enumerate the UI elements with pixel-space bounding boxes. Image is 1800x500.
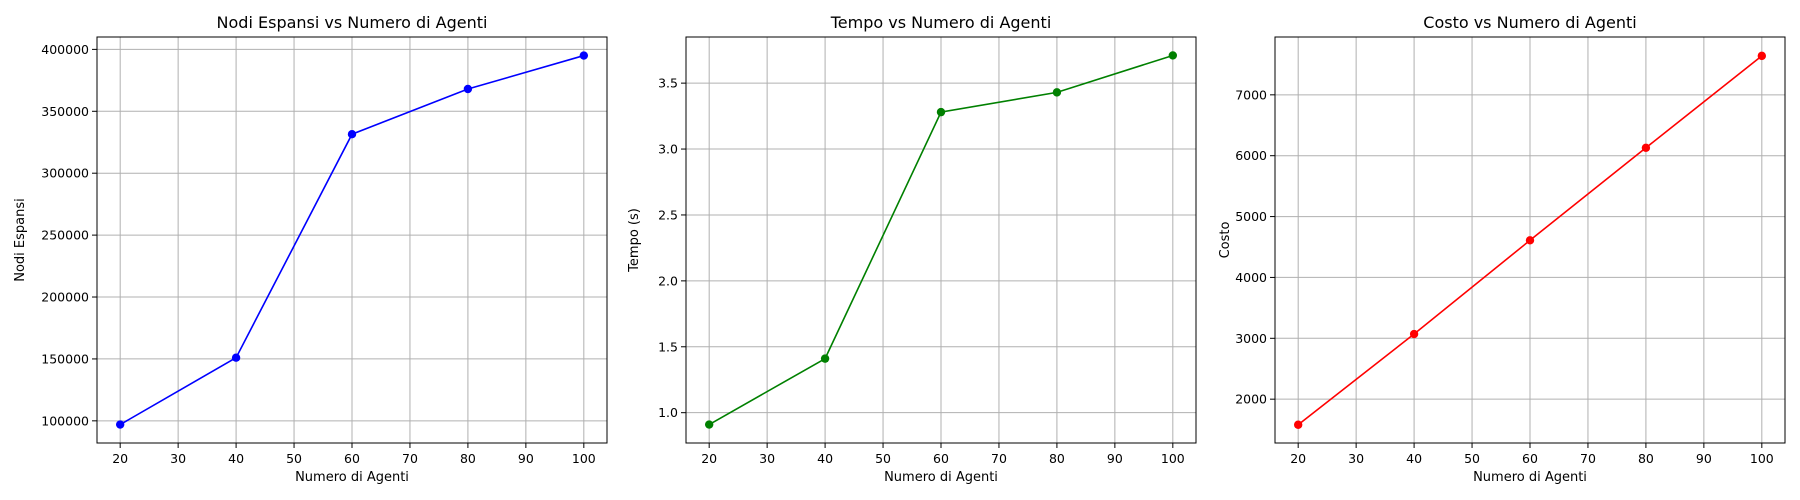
- y-tick-label: 100000: [41, 413, 89, 428]
- data-point: [1168, 51, 1178, 60]
- y-tick-label: 1.0: [658, 405, 678, 420]
- data-point: [936, 107, 946, 117]
- y-tick-label: 350000: [41, 104, 89, 119]
- y-tick-label: 400000: [41, 42, 89, 57]
- chart-title: Costo vs Numero di Agenti: [1423, 13, 1636, 32]
- y-tick-label: 250000: [41, 228, 89, 243]
- subplot-nodi-espansi: 20 30 40 50 60 70 80 90 100 100000 150000 200000 250…: [13, 13, 608, 485]
- y-tick-label: 2000: [1235, 392, 1267, 407]
- y-axis-label: Costo: [1218, 222, 1233, 259]
- chart-title: Nodi Espansi vs Numero di Agenti: [217, 13, 488, 32]
- y-tick-label: 7000: [1235, 87, 1267, 102]
- x-tick-label: 50: [286, 451, 302, 466]
- data-point: [1757, 51, 1767, 61]
- data-point: [1052, 88, 1062, 97]
- data-point: [1641, 143, 1651, 152]
- data-point: [231, 353, 241, 362]
- x-tick-label: 20: [1290, 451, 1306, 466]
- data-point: [1293, 420, 1303, 429]
- subplot-tempo: 20 30 40 50 60 70 80 90 100 1.0 1.5 2.0 2.5 3.0 3.5 Tem…: [627, 13, 1197, 485]
- x-tick-label: 30: [1348, 451, 1364, 466]
- y-axis-label: Tempo (s): [627, 208, 642, 273]
- x-tick-label: 40: [817, 451, 833, 466]
- y-tick-label: 3000: [1235, 331, 1267, 346]
- x-tick-label: 100: [1750, 451, 1774, 466]
- data-point: [463, 84, 473, 94]
- y-tick-label: 150000: [41, 351, 89, 366]
- x-tick-label: 80: [460, 451, 476, 466]
- y-tick-label: 4000: [1235, 270, 1267, 285]
- x-tick-label: 100: [1161, 451, 1185, 466]
- x-tick-label: 50: [1464, 451, 1480, 466]
- x-tick-label: 70: [402, 451, 418, 466]
- subplot-costo: 20 30 40 50 60 70 80 90 100 2000 3000 4000 5000 6000 7…: [1218, 13, 1786, 485]
- y-tick-label: 2.5: [658, 207, 678, 222]
- data-point: [820, 354, 830, 363]
- x-tick-label: 40: [1406, 451, 1422, 466]
- y-tick-label: 6000: [1235, 148, 1267, 163]
- data-point: [579, 51, 589, 60]
- data-point: [347, 129, 357, 139]
- y-tick-label: 2.0: [658, 273, 678, 288]
- y-tick-label: 3.5: [658, 76, 678, 91]
- x-tick-label: 50: [875, 451, 891, 466]
- x-tick-label: 20: [112, 451, 128, 466]
- x-tick-label: 90: [1107, 451, 1123, 466]
- x-tick-label: 30: [759, 451, 775, 466]
- x-tick-label: 30: [170, 451, 186, 466]
- x-tick-label: 20: [701, 451, 717, 466]
- x-axis-label: Numero di Agenti: [1473, 470, 1587, 485]
- x-axis-label: Numero di Agenti: [884, 470, 998, 485]
- x-tick-label: 60: [933, 451, 949, 466]
- x-axis-label: Numero di Agenti: [295, 470, 409, 485]
- x-tick-label: 90: [1696, 451, 1712, 466]
- x-tick-label: 60: [1522, 451, 1538, 466]
- x-tick-label: 90: [518, 451, 534, 466]
- data-point: [704, 420, 714, 429]
- x-tick-label: 80: [1638, 451, 1654, 466]
- y-tick-label: 1.5: [658, 339, 678, 354]
- y-tick-label: 3.0: [658, 142, 678, 157]
- chart-title: Tempo vs Numero di Agenti: [830, 13, 1052, 32]
- y-tick-label: 200000: [41, 290, 89, 305]
- x-tick-label: 100: [572, 451, 596, 466]
- data-point: [1525, 236, 1535, 245]
- x-tick-label: 40: [228, 451, 244, 466]
- data-point: [115, 420, 125, 429]
- data-point: [1409, 329, 1419, 339]
- y-tick-label: 300000: [41, 166, 89, 181]
- y-tick-label: 5000: [1235, 209, 1267, 224]
- x-tick-label: 70: [991, 451, 1007, 466]
- x-tick-label: 70: [1580, 451, 1596, 466]
- x-tick-label: 80: [1049, 451, 1065, 466]
- y-axis-label: Nodi Espansi: [13, 198, 28, 282]
- x-tick-label: 60: [344, 451, 360, 466]
